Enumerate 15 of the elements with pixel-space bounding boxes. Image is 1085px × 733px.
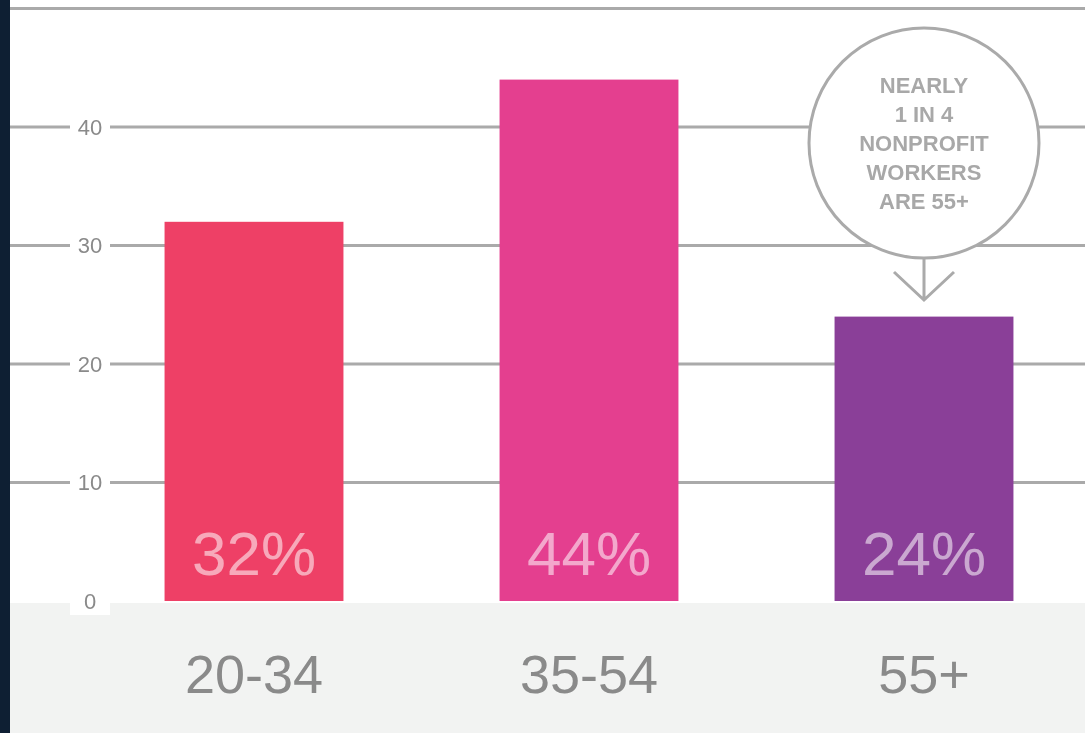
x-tick-label: 55+ bbox=[878, 644, 970, 704]
annotation: NEARLY 1 IN 4 NONPROFIT WORKERS ARE 55+ bbox=[859, 73, 990, 214]
bar bbox=[164, 221, 344, 601]
y-tick-label: 30 bbox=[77, 233, 103, 259]
y-tick-label: 20 bbox=[77, 351, 103, 377]
bar bbox=[834, 316, 1014, 601]
data-label: 32% bbox=[191, 519, 317, 588]
x-tick-label: 20-34 bbox=[184, 644, 324, 704]
data-label: 24% bbox=[861, 519, 987, 588]
data-label: 44% bbox=[526, 519, 652, 588]
y-tick-label: 10 bbox=[77, 470, 103, 496]
y-tick-label: 40 bbox=[77, 114, 103, 140]
y-tick-label: 0 bbox=[83, 588, 97, 614]
bar bbox=[499, 79, 679, 601]
x-tick-label: 35-54 bbox=[519, 644, 659, 704]
